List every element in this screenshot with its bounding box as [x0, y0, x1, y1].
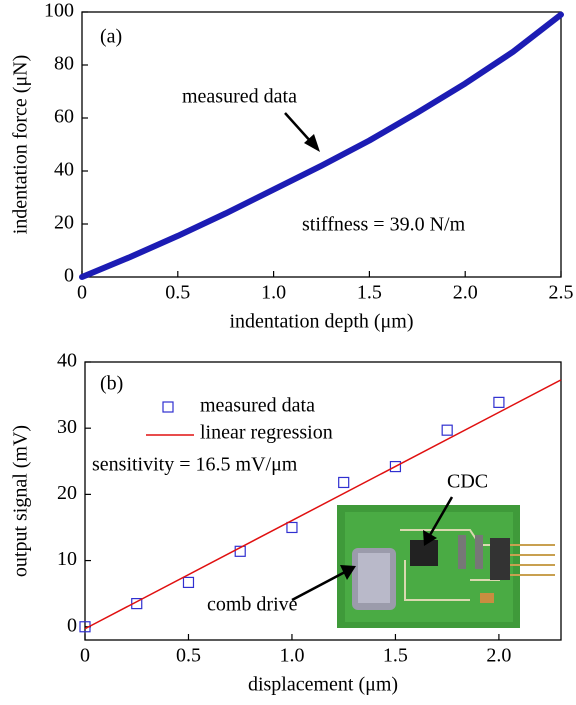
y-tick-label: 40	[54, 159, 74, 181]
plot-frame	[81, 11, 562, 278]
annotation: CDC	[447, 471, 488, 493]
arrow	[428, 496, 454, 536]
data-point	[493, 396, 505, 408]
x-tick-label: 1.0	[279, 645, 304, 667]
y-tick-label: 0	[64, 265, 74, 287]
data-point	[389, 460, 402, 473]
y-axis-label: indentation force (μN)	[10, 55, 32, 235]
y-tick-label: 80	[54, 53, 74, 75]
x-tick-label: 2.0	[453, 282, 478, 304]
y-tick-label: 0	[67, 614, 77, 636]
plot-frame	[84, 361, 562, 641]
pcb-photo	[337, 505, 555, 628]
y-tick-label: 20	[57, 482, 77, 504]
data-point	[338, 476, 350, 489]
x-tick-label: 2.0	[486, 645, 511, 667]
annotation: sensitivity = 16.5 mV/μm	[92, 454, 298, 476]
y-tick-label: 30	[57, 416, 77, 438]
x-axis-label: indentation depth (μm)	[229, 311, 413, 333]
data-line	[79, 11, 564, 280]
legend-marker	[162, 401, 174, 413]
legend-label: measured data	[200, 395, 315, 417]
x-tick-label: 1.5	[357, 282, 382, 304]
annotation: comb drive	[207, 594, 298, 616]
regression-line	[84, 379, 562, 630]
panel-label: (a)	[100, 26, 122, 48]
y-axis-label: output signal (mV)	[10, 425, 32, 577]
data-point	[286, 521, 298, 534]
x-tick-label: 0.5	[176, 645, 201, 667]
arrow-head	[304, 134, 320, 152]
panel-label: (b)	[100, 373, 123, 395]
arrow-head	[340, 565, 356, 580]
annotation: measured data	[182, 86, 297, 108]
arrow-head	[423, 530, 437, 546]
arrow	[284, 112, 313, 144]
x-tick-label: 0	[77, 282, 87, 304]
data-point	[234, 545, 246, 557]
legend-label: linear regression	[200, 422, 333, 444]
y-tick-label: 10	[57, 548, 77, 570]
data-point	[182, 576, 195, 589]
y-tick-label: 40	[57, 350, 77, 372]
x-tick-label: 1.5	[383, 645, 408, 667]
x-axis-label: displacement (μm)	[248, 674, 398, 696]
x-tick-label: 0.5	[165, 282, 190, 304]
x-tick-label: 2.5	[549, 282, 574, 304]
y-tick-label: 60	[54, 106, 74, 128]
annotation: stiffness = 39.0 N/m	[302, 214, 466, 236]
x-tick-label: 0	[80, 645, 90, 667]
y-tick-label: 20	[54, 212, 74, 234]
y-tick-label: 100	[44, 0, 74, 22]
arrow	[291, 570, 346, 602]
data-point	[441, 424, 453, 436]
x-tick-label: 1.0	[261, 282, 286, 304]
